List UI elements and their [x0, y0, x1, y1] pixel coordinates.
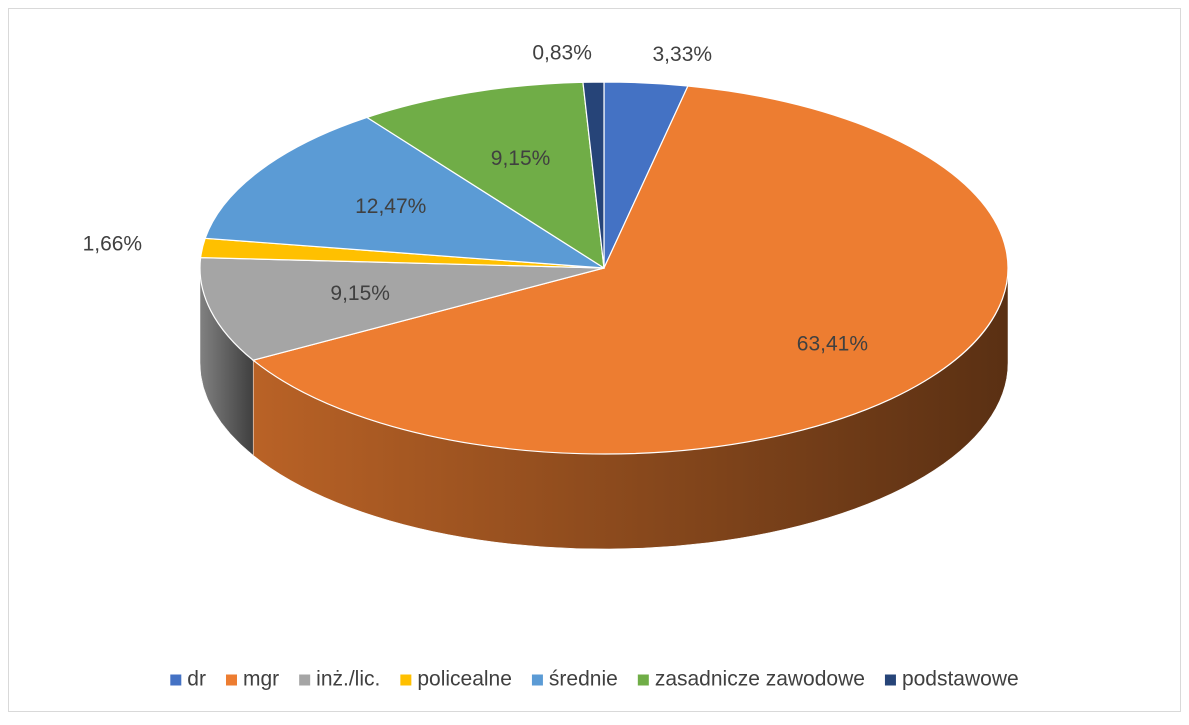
legend-swatch: [884, 674, 896, 686]
slice: [582, 81, 605, 269]
slice: [251, 85, 1009, 455]
legend-label: policealne: [417, 668, 512, 691]
data-label: 0,83%: [532, 42, 592, 65]
legend-swatch: [531, 674, 543, 686]
legend-swatch: [637, 674, 649, 686]
legend-label: zasadnicze zawodowe: [655, 668, 865, 691]
data-label: 12,47%: [355, 195, 426, 218]
data-label: 1,66%: [83, 232, 143, 255]
legend-label: mgr: [243, 668, 279, 691]
legend-swatch: [299, 674, 311, 686]
legend-label: inż./lic.: [316, 668, 380, 691]
legend-label: dr: [187, 668, 206, 691]
slice: [365, 81, 605, 270]
legend-swatch: [225, 674, 237, 686]
data-label: 9,15%: [491, 147, 551, 170]
slice: [199, 256, 605, 361]
data-label: 9,15%: [330, 282, 390, 305]
data-label: 3,33%: [653, 43, 713, 66]
legend-swatch: [170, 674, 182, 686]
legend-swatch: [400, 674, 412, 686]
slice: [204, 116, 605, 269]
data-label: 63,41%: [797, 332, 868, 355]
legend-label: średnie: [549, 668, 618, 691]
legend-label: podstawowe: [902, 668, 1019, 691]
